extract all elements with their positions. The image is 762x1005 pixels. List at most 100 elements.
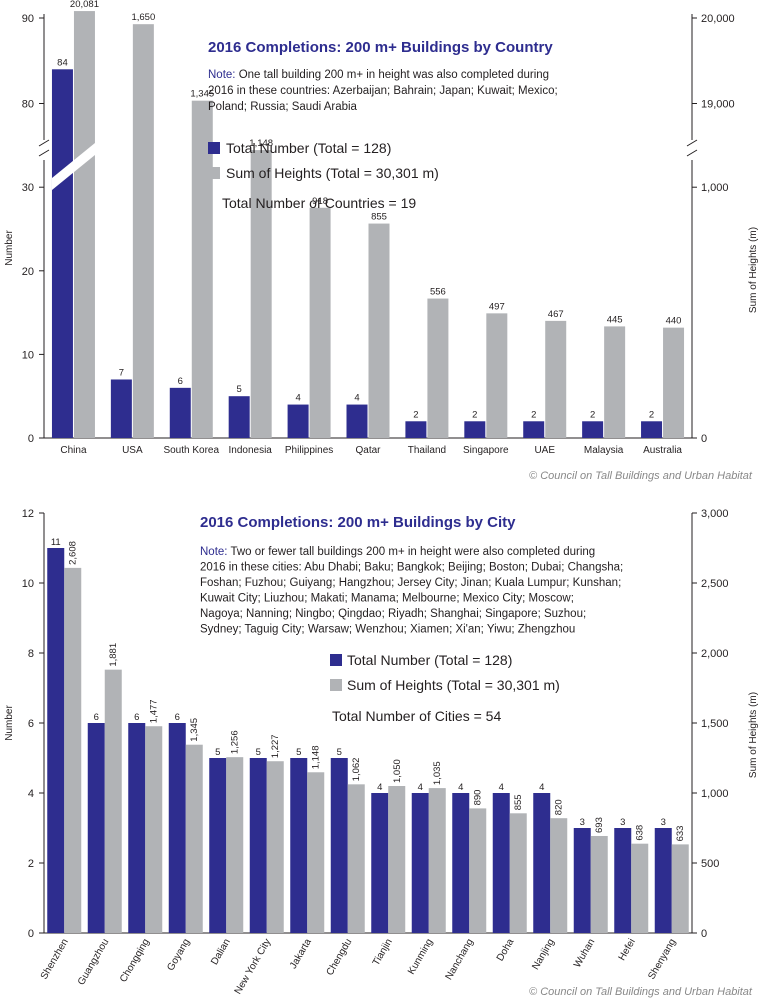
note-text: Note: One tall building 200 m+ in height…	[208, 69, 549, 81]
note-line: Nagoya; Nanning; Ningbo; Qingdao; Riyadh…	[200, 608, 586, 620]
value-label-number: 5	[237, 384, 242, 395]
category-label: Chongqing	[118, 937, 152, 984]
category-label: UAE	[534, 445, 555, 456]
note-text: Note: Two or fewer tall buildings 200 m+…	[200, 546, 595, 558]
bar-heights-shenyang	[671, 844, 689, 933]
bar-number-malaysia	[582, 421, 604, 438]
legend-label-number: Total Number (Total = 128)	[226, 140, 391, 156]
value-label-heights: 1,650	[131, 12, 155, 23]
bar-number-hefei	[614, 828, 632, 933]
country-bar-chart: 0102030809001,0002,0003,00019,00020,000N…	[4, 0, 759, 482]
value-label-number: 5	[215, 747, 220, 758]
value-label-heights: 633	[675, 826, 686, 842]
right-tick-label: 1,500	[701, 718, 729, 730]
bar-heights-malaysia	[604, 326, 626, 438]
bar-heights-usa	[132, 24, 154, 439]
value-label-number: 6	[94, 712, 99, 723]
credit-text: © Council on Tall Buildings and Urban Ha…	[529, 986, 753, 998]
bar-number-chengdu	[330, 758, 348, 933]
bar-number-kunming	[411, 793, 429, 933]
left-tick-label: 8	[28, 648, 34, 660]
right-tick-label: 20,000	[701, 13, 735, 25]
right-tick-label: 0	[701, 433, 707, 445]
left-tick-label: 90	[22, 13, 34, 25]
note-line: One tall building 200 m+ in height was a…	[236, 69, 550, 81]
value-label-number: 6	[175, 712, 180, 723]
bar-number-qatar	[346, 404, 368, 438]
value-label-heights: 890	[473, 790, 484, 806]
y2-axis-title: Sum of Heights (m)	[748, 227, 759, 313]
value-label-number: 4	[539, 782, 544, 793]
bar-number-goyang	[168, 723, 186, 933]
value-label-number: 4	[458, 782, 463, 793]
value-label-number: 4	[295, 393, 300, 404]
value-label-heights: 1,345	[190, 89, 214, 100]
value-label-heights: 1,050	[392, 759, 403, 783]
bar-number-australia	[641, 421, 663, 438]
value-label-number: 3	[661, 817, 666, 828]
bar-heights-indonesia	[250, 150, 272, 438]
bar-heights-shenzhen	[64, 567, 82, 933]
value-label-number: 3	[620, 817, 625, 828]
category-label: Hefei	[617, 937, 638, 963]
bar-number-south-korea	[169, 387, 191, 438]
category-label: Shenyang	[646, 937, 678, 982]
value-label-number: 4	[499, 782, 504, 793]
bar-heights-dalian	[226, 757, 244, 933]
bar-heights-qatar	[368, 223, 390, 438]
legend-swatch-heights	[208, 167, 220, 179]
bar-heights-australia	[663, 327, 685, 438]
value-label-number: 2	[590, 409, 595, 420]
value-label-heights: 820	[554, 799, 565, 815]
value-label-heights: 1,062	[351, 758, 362, 782]
category-label: Dalian	[209, 937, 233, 967]
y2-axis-title: Sum of Heights (m)	[748, 692, 759, 778]
left-axis-break-mark	[38, 139, 50, 157]
bar-heights-guangzhou	[104, 669, 122, 933]
value-label-heights: 855	[371, 212, 387, 223]
value-label-number: 3	[580, 817, 585, 828]
bar-heights-jakarta	[307, 772, 325, 933]
value-label-heights: 1,345	[189, 718, 200, 742]
bar-break-band	[52, 134, 106, 190]
value-label-number: 5	[256, 747, 261, 758]
value-label-number: 4	[354, 393, 359, 404]
bar-number-tianjin	[371, 793, 389, 933]
value-label-number: 2	[472, 409, 477, 420]
note-line: Foshan; Fuzhou; Guiyang; Hangzhou; Jerse…	[200, 577, 621, 589]
bar-number-dalian	[209, 758, 227, 933]
city-chart-panel: 0 2 4 6 8 10 12 0 500 1,000 1,500 2,000 2,500 3,000 Nu…	[0, 495, 762, 1000]
note-line: Kuwait City; Liuzhou; Makati; Manama; Me…	[200, 593, 574, 605]
bar-heights-wuhan	[590, 835, 608, 933]
left-tick-label: 12	[22, 508, 34, 520]
note-key: Note:	[208, 69, 236, 81]
bar-number-usa	[110, 379, 132, 438]
category-label: New York City	[233, 937, 274, 996]
category-label: USA	[122, 445, 143, 456]
country-chart-panel: 0102030809001,0002,0003,00019,00020,000N…	[0, 0, 762, 490]
value-label-heights: 693	[594, 817, 605, 833]
legend-label-heights: Sum of Heights (Total = 30,301 m)	[347, 677, 560, 693]
value-label-number: 4	[418, 782, 423, 793]
category-label: Guangzhou	[76, 937, 111, 987]
right-tick-label: 3,000	[701, 508, 729, 520]
value-label-heights: 440	[666, 316, 682, 327]
value-label-number: 84	[57, 57, 68, 68]
value-label-heights: 1,881	[108, 643, 119, 667]
value-label-heights: 918	[312, 196, 328, 207]
bar-heights-south-korea	[191, 100, 213, 438]
left-tick-label: 0	[28, 928, 34, 940]
right-tick-label: 2,000	[701, 648, 729, 660]
left-tick-label: 30	[22, 182, 34, 194]
legend-swatch-heights	[330, 679, 342, 691]
summary-text: Total Number of Countries = 19	[222, 195, 416, 211]
note-line: Sydney; Taguig City; Warsaw; Wenzhou; Xi…	[200, 624, 575, 636]
category-label: Wuhan	[572, 937, 597, 970]
bar-number-shenzhen	[47, 548, 65, 933]
category-label: Singapore	[463, 445, 509, 456]
left-tick-label: 10	[22, 349, 34, 361]
left-tick-label: 2	[28, 858, 34, 870]
bar-number-indonesia	[228, 396, 250, 438]
bar-heights-china	[73, 11, 95, 439]
bar-number-new-york-city	[249, 758, 267, 933]
